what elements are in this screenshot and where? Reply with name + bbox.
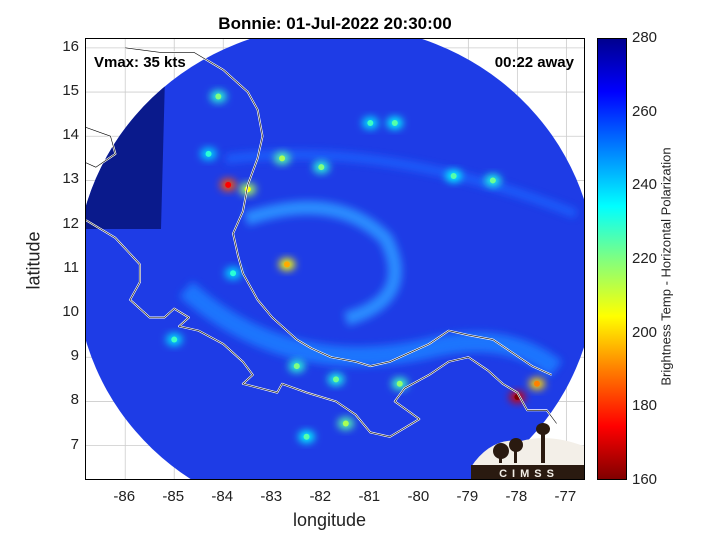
plot-title: Bonnie: 01-Jul-2022 20:30:00 [218, 14, 452, 33]
x-tick-label: -85 [162, 488, 185, 505]
rainband [225, 150, 578, 219]
colorbar-tick-label: 280 [632, 29, 658, 46]
x-tick-label: -83 [260, 488, 283, 505]
x-tick-label: -86 [113, 488, 136, 505]
time-away-label: 00:22 away [494, 54, 574, 71]
logo-text: CIMSS [499, 468, 559, 480]
y-tick-label: 7 [70, 435, 79, 453]
brightness-hotspot-core [303, 433, 310, 440]
colorbar-tick-label: 220 [632, 250, 658, 267]
y-tick-label: 10 [62, 303, 79, 321]
colorbar-tick-label: 260 [632, 102, 658, 120]
brightness-hotspot-core [230, 270, 237, 277]
brightness-hotspot-core [489, 177, 496, 184]
x-tick-label: -82 [309, 488, 332, 505]
colorbar-label: Brightness Temp - Horizontal Polarizatio… [658, 147, 674, 386]
x-tick-label: -84 [211, 488, 234, 505]
brightness-hotspot-core [450, 173, 457, 180]
colorbar-tick-label: 240 [632, 176, 658, 194]
rainband [179, 281, 563, 377]
map-plot-area: Vmax: 35 kts 00:22 away CIMSS [85, 38, 585, 480]
vmax-label: Vmax: 35 kts [94, 54, 186, 71]
cimss-logo: CIMSS [471, 423, 584, 480]
coastline-outline-2 [86, 127, 116, 168]
brightness-hotspot-core [293, 363, 300, 370]
y-tick-label: 8 [70, 391, 79, 409]
y-tick-label: 13 [62, 170, 79, 188]
brightness-hotspot-core [391, 119, 398, 126]
y-axis-label: latitude [23, 231, 44, 290]
brightness-hotspot-core [171, 336, 178, 343]
brightness-hotspot-core [318, 164, 325, 171]
y-tick-label: 14 [62, 126, 79, 144]
colorbar-tick-label: 160 [632, 471, 658, 488]
x-tick-label: -79 [456, 488, 479, 505]
brightness-hotspot-core [225, 181, 232, 188]
x-tick-label: -78 [505, 488, 528, 505]
colorbar-tick-label: 180 [632, 397, 658, 415]
coastline-outline-0 [86, 219, 557, 438]
y-tick-label: 15 [62, 82, 79, 100]
rainband [243, 200, 402, 326]
coastline-outline-1 [125, 47, 552, 376]
brightness-hotspot-core [396, 380, 403, 387]
brightness-hotspot-core [333, 376, 339, 383]
brightness-hotspot-core [533, 380, 540, 387]
x-tick-label: -77 [554, 488, 577, 505]
brightness-hotspot-core [279, 155, 286, 162]
x-axis-label: longitude [293, 510, 367, 530]
y-tick-label: 9 [70, 347, 79, 365]
brightness-hotspot-core [205, 150, 212, 157]
x-tick-label: -80 [407, 488, 430, 505]
swath-texture [86, 39, 578, 443]
y-tick-label: 11 [63, 258, 79, 276]
satellite-map [86, 39, 584, 479]
colorbar [597, 38, 627, 480]
x-tick-label: -81 [358, 488, 381, 505]
y-tick-label: 16 [62, 37, 79, 55]
brightness-hotspot-core [342, 420, 349, 427]
brightness-hotspot-core [215, 93, 222, 100]
colorbar-tick-label: 200 [632, 323, 658, 341]
brightness-hotspot-core [283, 261, 290, 268]
y-tick-label: 12 [62, 214, 79, 232]
brightness-hotspot-core [367, 119, 374, 126]
